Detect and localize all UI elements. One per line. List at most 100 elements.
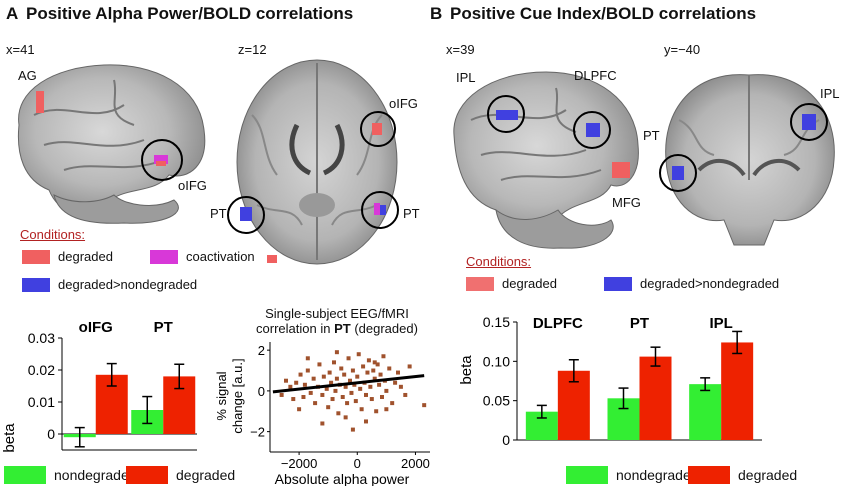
scatter-point (352, 382, 357, 387)
scatter-point (353, 399, 358, 404)
oifg-coactivation (154, 155, 168, 164)
y-tick-label: 2 (258, 343, 265, 358)
scatter-point (343, 415, 348, 420)
scatter-point (377, 382, 382, 387)
scatter-point (342, 372, 347, 377)
legend-label: degraded (738, 467, 798, 483)
scatter-point (372, 376, 377, 381)
scatter-point (339, 366, 344, 371)
oifg-circle-sag (141, 139, 183, 181)
y-tick-label: 0.01 (28, 394, 55, 410)
bar-chart-b: 0 0.05 0.10 0.15 beta DLPFC PT IPL (458, 314, 762, 448)
scatter-point (393, 380, 398, 385)
scatter-title-pre: correlation in (256, 321, 335, 336)
label-oifg-ax: oIFG (389, 96, 418, 111)
scatter-point (359, 407, 364, 412)
panel-a-letter: A (6, 4, 19, 23)
scatter-point (284, 378, 288, 383)
scatter-point (364, 392, 368, 397)
dlpfc-circle (573, 111, 611, 149)
scatter-point (407, 364, 412, 369)
sagittal-brain-image-b (453, 71, 639, 249)
bar-chart-a: 0 0.01 0.02 0.03 beta oIFG PT (1, 319, 197, 453)
scatter-title-line2: correlation in PT (degraded) (238, 321, 436, 336)
scatter-point (348, 378, 352, 383)
scatter-plot: −2 0 2 −2000 0 2000 % signal change [a.u.] Absol… (214, 342, 430, 486)
scatter-point (297, 407, 302, 412)
x-axis-label: Absolute alpha power (275, 471, 410, 486)
y-axis-label-line1: % signal (214, 371, 229, 420)
scatter-point (320, 421, 325, 426)
bar-degraded (639, 356, 672, 440)
swatch-deg-nondeg-a (22, 277, 50, 292)
scatter-point (366, 358, 371, 363)
sagittal-brain-image-a (17, 64, 206, 224)
legend-label: degraded (176, 467, 236, 483)
scatter-point (326, 405, 331, 410)
scatter-point (355, 374, 360, 379)
scatter-point (361, 364, 366, 369)
scatter-point (334, 350, 339, 355)
scatter-point (375, 362, 380, 367)
ipl-circle-sag (487, 95, 525, 133)
scatter-point (305, 356, 310, 361)
y-tick-label: −2 (250, 425, 265, 440)
condition-label: degraded (58, 249, 113, 264)
scatter-point (371, 368, 376, 373)
scatter-point (291, 397, 296, 402)
scatter-point (345, 401, 350, 406)
ag-activation (36, 91, 44, 113)
scatter-point (320, 392, 325, 397)
scatter-point (343, 384, 348, 389)
legend-label: nondegraded (54, 467, 137, 483)
bar-degraded (721, 342, 754, 440)
y-tick-label: 0.10 (483, 353, 510, 369)
label-pt-left: PT (210, 206, 227, 221)
scatter-point (372, 360, 377, 365)
scatter-title: Single-subject EEG/fMRI correlation in P… (238, 306, 436, 336)
category-label: PT (154, 319, 173, 336)
swatch-degraded-b (466, 276, 494, 291)
condition-label: coactivation (186, 249, 255, 264)
swatch-degraded-right (688, 466, 730, 484)
scatter-point (334, 376, 339, 381)
condition-degraded-b: degraded (466, 276, 557, 291)
sagittal-coord-a: x=41 (6, 42, 35, 57)
condition-deg-nondeg-b: degraded>nondegraded (604, 276, 779, 291)
y-tick-label: 0.15 (483, 314, 510, 330)
scatter-point (333, 388, 338, 393)
scatter-point (349, 390, 354, 395)
swatch-nondegraded-right (566, 466, 608, 484)
y-tick-label: 0 (47, 426, 55, 442)
panel-b-title: Positive Cue Index/BOLD correlations (450, 4, 757, 23)
scatter-point (390, 401, 395, 406)
swatch-degraded-left (126, 466, 168, 484)
conditions-title-a: Conditions: (20, 227, 86, 242)
legend-label: nondegraded (616, 467, 699, 483)
fit-line (272, 374, 425, 394)
panel-a-title: Positive Alpha Power/BOLD correlations (26, 4, 354, 23)
scatter-point (346, 356, 351, 361)
y-axis-label: beta (1, 423, 18, 453)
scatter-point (381, 354, 386, 359)
coronal-coord-b: y=−40 (664, 42, 701, 57)
scatter-point (298, 372, 303, 377)
ipl-circle-cor (790, 103, 828, 141)
pt-circle-cor (659, 154, 697, 192)
axial-brain-image-a (227, 59, 399, 265)
category-label: oIFG (79, 319, 113, 336)
scatter-point (398, 384, 403, 389)
condition-coactivation-a: coactivation (150, 249, 255, 264)
y-tick-label: 0.02 (28, 362, 55, 378)
label-dlpfc: DLPFC (574, 68, 617, 83)
pt-circle-left (227, 196, 265, 234)
condition-label: degraded>nondegraded (640, 276, 780, 291)
swatch-nondegraded-left (4, 466, 46, 484)
scatter-point (340, 395, 345, 399)
scatter-point (358, 386, 363, 391)
scatter-point (288, 384, 293, 389)
scatter-point (350, 427, 355, 432)
x-tick-label: −2000 (281, 456, 318, 471)
category-label: DLPFC (533, 315, 583, 332)
legend-degraded-left: degraded (126, 466, 235, 484)
